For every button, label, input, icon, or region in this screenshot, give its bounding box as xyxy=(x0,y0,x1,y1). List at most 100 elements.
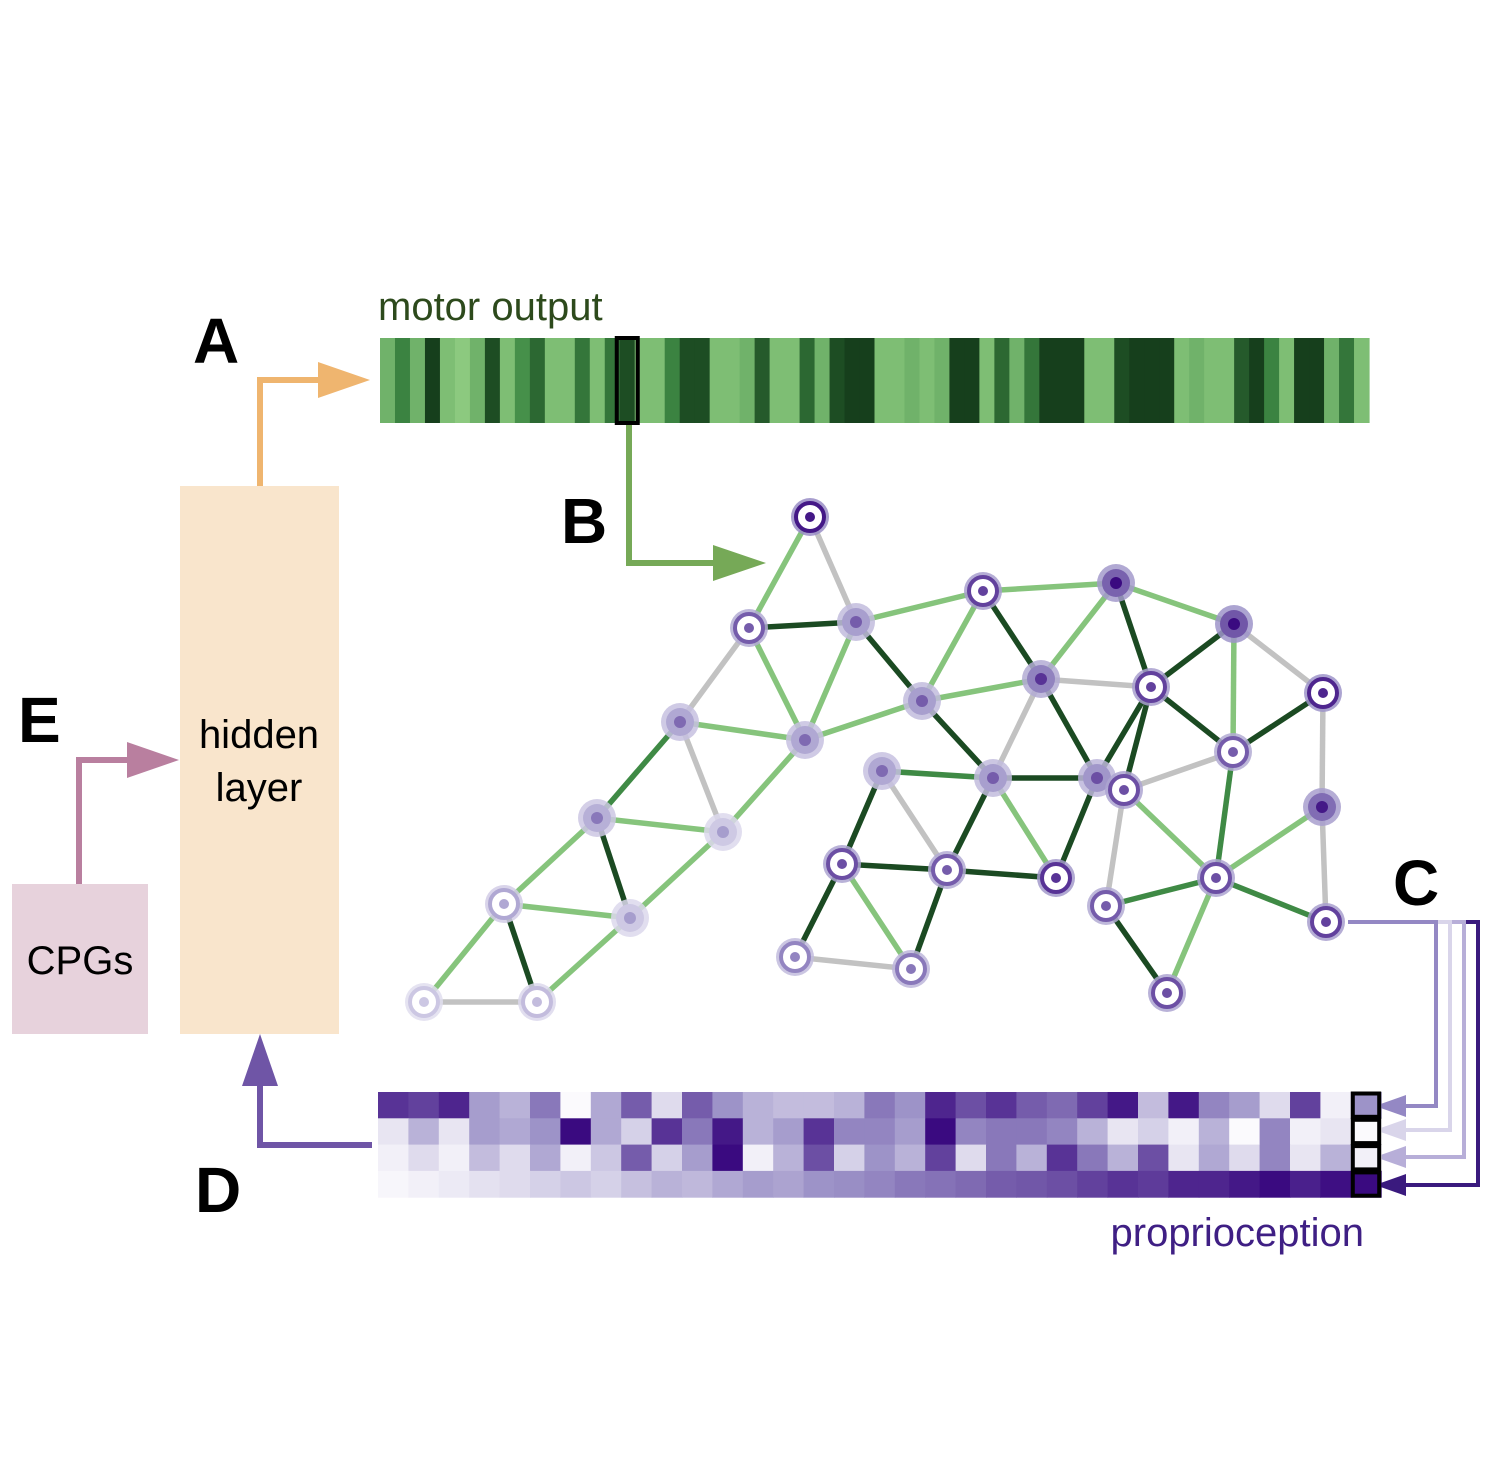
proprio-cell xyxy=(864,1170,896,1198)
proprio-cell xyxy=(1046,1118,1078,1146)
proprio-cell xyxy=(1107,1170,1139,1198)
motor-stripe xyxy=(874,338,891,423)
proprio-cell xyxy=(834,1144,865,1172)
proprio-cell xyxy=(864,1144,896,1172)
sensor-line xyxy=(1348,920,1438,1108)
motor-output-label: motor output xyxy=(378,285,603,329)
cpg-box xyxy=(12,884,148,1034)
proprio-cell xyxy=(1016,1144,1048,1172)
proprio-cell xyxy=(1320,1144,1352,1172)
network-node xyxy=(928,851,966,889)
arrow-proprioception-to-hidden xyxy=(242,1034,372,1148)
proprio-cell xyxy=(864,1092,896,1119)
proprio-cell xyxy=(1138,1118,1169,1146)
network-node xyxy=(1307,903,1345,941)
proprio-cell xyxy=(834,1118,865,1146)
motor-stripe xyxy=(934,338,951,423)
proprio-cell xyxy=(803,1118,835,1146)
proprio-cell xyxy=(682,1118,713,1146)
proprio-cell xyxy=(1016,1092,1048,1119)
proprio-cell xyxy=(803,1170,835,1198)
network-node xyxy=(485,885,523,923)
proprio-cell xyxy=(1259,1092,1291,1119)
network-edge xyxy=(839,862,914,971)
proprio-cell xyxy=(955,1118,987,1146)
network-node xyxy=(1037,859,1075,897)
proprio-cell xyxy=(530,1170,561,1198)
network-edge xyxy=(921,676,1042,704)
proprio-cell xyxy=(1168,1144,1200,1172)
sensor-arrowhead xyxy=(1375,1174,1406,1196)
network-node xyxy=(776,938,814,976)
proprio-cell xyxy=(408,1170,440,1198)
motor-stripe xyxy=(1024,338,1040,423)
proprio-cell xyxy=(1046,1092,1078,1119)
network-edge xyxy=(807,515,859,624)
motor-stripe xyxy=(529,338,546,423)
network-node xyxy=(791,498,829,536)
motor-stripe xyxy=(499,338,516,423)
motor-stripe xyxy=(619,338,636,423)
proprio-cell xyxy=(1350,1118,1382,1146)
proprio-cell xyxy=(742,1092,774,1119)
proprio-cell xyxy=(894,1118,926,1146)
network-node xyxy=(704,813,742,851)
proprio-cell xyxy=(1016,1170,1048,1198)
proprio-cell xyxy=(378,1092,409,1119)
network-node xyxy=(1304,674,1342,712)
proprio-cell xyxy=(590,1144,622,1172)
proprio-cell xyxy=(682,1144,713,1172)
proprio-cell xyxy=(1138,1144,1169,1172)
network-edge xyxy=(1122,788,1218,880)
proprio-cell xyxy=(651,1118,683,1146)
proprio-cell xyxy=(1350,1170,1382,1198)
proprio-cell xyxy=(1259,1144,1291,1172)
proprio-cell xyxy=(712,1092,744,1119)
proprio-cell xyxy=(530,1144,561,1172)
motor-stripe xyxy=(1204,338,1220,423)
panel-letter-d: D xyxy=(195,1154,241,1226)
proprio-cell xyxy=(1229,1092,1261,1119)
panel-letter-e: E xyxy=(18,684,61,756)
proprio-cell xyxy=(438,1144,470,1172)
proprio-cell xyxy=(1320,1092,1352,1119)
proprio-cell xyxy=(469,1118,501,1146)
proprio-cell xyxy=(773,1170,805,1198)
proprio-cell xyxy=(803,1144,835,1172)
network-node xyxy=(578,799,616,837)
proprio-cell xyxy=(742,1144,774,1172)
network-edge xyxy=(804,698,923,743)
proprio-cell xyxy=(1320,1118,1352,1146)
proprio-cell xyxy=(1198,1144,1230,1172)
motor-stripe xyxy=(1009,338,1025,423)
network-edge xyxy=(421,902,507,1004)
proprio-cell xyxy=(712,1144,744,1172)
proprio-cell xyxy=(712,1170,744,1198)
network-node xyxy=(405,983,443,1021)
motor-stripe xyxy=(739,338,756,423)
network-edge xyxy=(679,719,806,743)
network-edge xyxy=(1214,875,1328,925)
proprio-cell xyxy=(651,1092,683,1119)
network-edge xyxy=(1164,876,1219,995)
proprio-cell xyxy=(803,1092,835,1119)
proprio-cell xyxy=(469,1144,501,1172)
network-edge xyxy=(535,915,632,1005)
motor-stripe xyxy=(589,338,606,423)
motor-stripe xyxy=(380,338,396,423)
motor-stripe xyxy=(1324,338,1340,423)
network-node xyxy=(1087,887,1125,925)
motor-stripe xyxy=(559,338,576,423)
proprio-cell xyxy=(499,1092,531,1119)
network-edge xyxy=(1319,692,1326,808)
proprio-cell xyxy=(834,1092,865,1119)
proprio-cell xyxy=(986,1092,1017,1119)
network-nodes xyxy=(405,498,1345,1021)
proprio-cell xyxy=(1229,1144,1261,1172)
proprio-cell xyxy=(742,1118,774,1146)
proprio-cell xyxy=(590,1092,622,1119)
proprio-cell xyxy=(438,1118,470,1146)
motor-stripe xyxy=(439,338,456,423)
proprio-cell xyxy=(651,1170,683,1198)
motor-stripe xyxy=(919,338,936,423)
